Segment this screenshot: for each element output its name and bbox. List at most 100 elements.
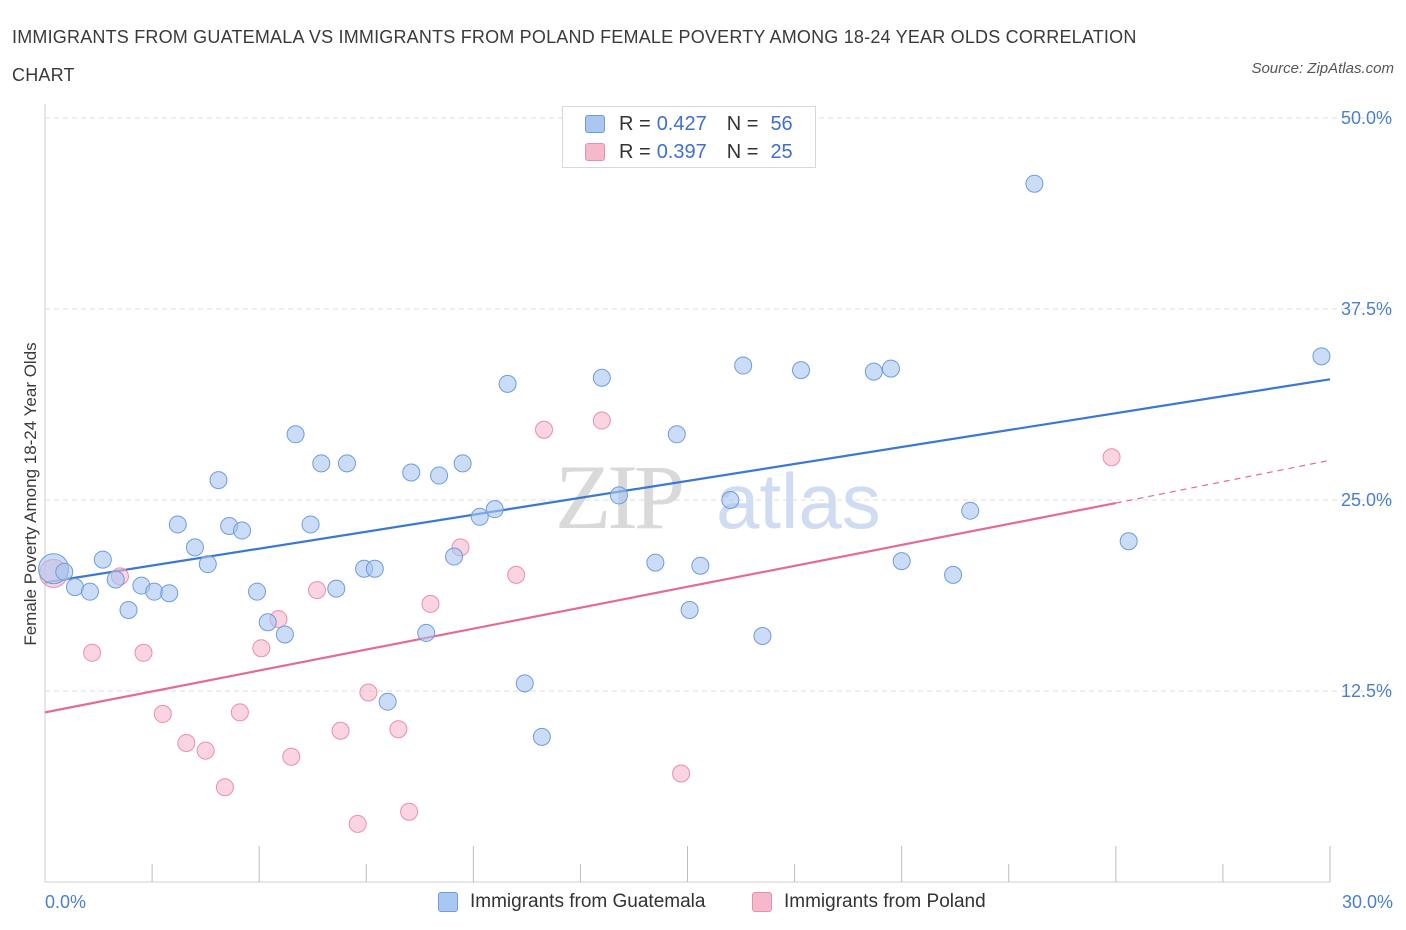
data-point-guatemala xyxy=(417,623,436,642)
data-point-poland xyxy=(672,764,691,783)
data-point-guatemala xyxy=(667,425,686,444)
r-value: 0.427 xyxy=(656,112,707,135)
data-point-guatemala xyxy=(864,362,883,381)
data-point-guatemala xyxy=(498,374,517,393)
data-point-guatemala xyxy=(209,471,228,490)
data-point-poland xyxy=(507,565,526,584)
data-point-guatemala xyxy=(119,601,138,620)
data-point-poland xyxy=(196,741,215,760)
y-tick-label: 50.0% xyxy=(1341,108,1392,128)
data-point-guatemala xyxy=(1119,532,1138,551)
legend-label-poland: Immigrants from Poland xyxy=(784,891,986,912)
data-point-guatemala xyxy=(106,570,125,589)
data-point-guatemala xyxy=(734,356,753,375)
data-point-poland xyxy=(535,420,554,439)
data-points xyxy=(38,112,1331,833)
data-point-guatemala xyxy=(312,454,331,473)
data-point-guatemala xyxy=(337,454,356,473)
legend-label-guatemala: Immigrants from Guatemala xyxy=(470,891,706,912)
data-point-guatemala xyxy=(160,584,179,603)
data-point-guatemala xyxy=(753,626,772,645)
data-point-poland xyxy=(331,721,350,740)
legend-item-poland[interactable]: Immigrants from Poland xyxy=(752,888,986,916)
y-tick-label: 12.5% xyxy=(1341,681,1392,701)
data-point-guatemala xyxy=(430,466,449,485)
data-point-guatemala xyxy=(80,582,99,601)
data-point-poland xyxy=(307,581,326,600)
legend-row-guatemala: R = 0.427 N = 56 xyxy=(585,112,793,136)
n-value: 25 xyxy=(770,140,793,163)
data-point-poland xyxy=(134,643,153,662)
data-point-guatemala xyxy=(93,550,112,569)
legend-row-poland: R = 0.397 N = 25 xyxy=(585,140,793,164)
r-value: 0.397 xyxy=(656,140,707,163)
data-point-poland xyxy=(215,778,234,797)
chart-title: IMMIGRANTS FROM GUATEMALA VS IMMIGRANTS … xyxy=(12,27,1137,85)
data-point-guatemala xyxy=(881,359,900,378)
data-point-guatemala xyxy=(378,692,397,711)
x-tick-label: 0.0% xyxy=(45,892,86,912)
data-point-poland xyxy=(389,720,408,739)
data-point-poland xyxy=(348,814,367,833)
data-point-guatemala xyxy=(592,368,611,387)
data-point-guatemala xyxy=(892,552,911,571)
data-point-poland xyxy=(400,802,419,821)
r-label: R = xyxy=(619,140,651,163)
data-point-guatemala xyxy=(1025,174,1044,193)
data-point-guatemala xyxy=(145,582,164,601)
watermark-atlas: atlas xyxy=(716,457,881,545)
data-point-guatemala xyxy=(646,553,665,572)
y-axis-label: Female Poverty Among 18-24 Year Olds xyxy=(21,342,40,645)
data-point-guatemala xyxy=(301,515,320,534)
data-point-guatemala xyxy=(453,454,472,473)
source-credit: Source: ZipAtlas.com xyxy=(1251,60,1394,77)
n-value: 56 xyxy=(770,112,793,135)
data-point-guatemala xyxy=(65,578,84,597)
watermark: ZIP atlas xyxy=(555,446,881,548)
trend-lines xyxy=(44,378,1331,714)
data-point-guatemala xyxy=(680,601,699,620)
data-point-guatemala xyxy=(198,555,217,574)
data-point-guatemala xyxy=(327,579,346,598)
data-point-guatemala xyxy=(168,515,187,534)
data-point-poland xyxy=(1102,448,1121,467)
data-point-guatemala xyxy=(248,582,267,601)
data-point-guatemala xyxy=(961,501,980,520)
data-point-guatemala xyxy=(258,613,277,632)
data-point-guatemala xyxy=(185,538,204,557)
series-legend: Immigrants from Guatemala Immigrants fro… xyxy=(0,888,1406,916)
data-point-guatemala xyxy=(532,727,551,746)
data-point-poland xyxy=(83,643,102,662)
tick-labels: 12.5% 25.0% 37.5% 50.0% 0.0% 30.0% Female Pove… xyxy=(21,108,1393,912)
data-point-guatemala xyxy=(275,625,294,644)
trend-line-poland xyxy=(44,501,1117,714)
x-tick-label: 30.0% xyxy=(1342,892,1393,912)
data-point-guatemala xyxy=(55,562,74,581)
data-point-poland xyxy=(421,594,440,613)
data-point-guatemala xyxy=(515,674,534,693)
data-point-poland xyxy=(153,704,172,723)
legend-item-guatemala[interactable]: Immigrants from Guatemala xyxy=(438,888,705,916)
data-point-guatemala xyxy=(721,491,740,509)
data-point-guatemala xyxy=(792,361,811,380)
data-point-poland xyxy=(177,733,196,752)
n-label: N = xyxy=(726,112,759,135)
data-point-guatemala xyxy=(944,565,963,584)
correlation-legend: R = 0.427 N = 56 R = 0.397 N = 25 xyxy=(562,106,816,168)
n-label: N = xyxy=(726,140,759,163)
data-point-guatemala xyxy=(485,500,504,519)
guatemala-swatch xyxy=(438,892,458,912)
poland-swatch xyxy=(585,143,605,161)
data-point-guatemala xyxy=(286,425,305,444)
trend-line-guatemala xyxy=(44,378,1331,584)
data-point-poland xyxy=(252,639,271,658)
y-tick-label: 37.5% xyxy=(1341,299,1392,319)
r-label: R = xyxy=(619,112,651,135)
data-point-guatemala xyxy=(691,556,710,575)
guatemala-swatch xyxy=(585,115,605,133)
trend-line-poland-extension xyxy=(1115,459,1331,504)
data-point-poland xyxy=(359,683,378,702)
axes xyxy=(44,104,1331,883)
grid-lines xyxy=(45,117,1392,692)
